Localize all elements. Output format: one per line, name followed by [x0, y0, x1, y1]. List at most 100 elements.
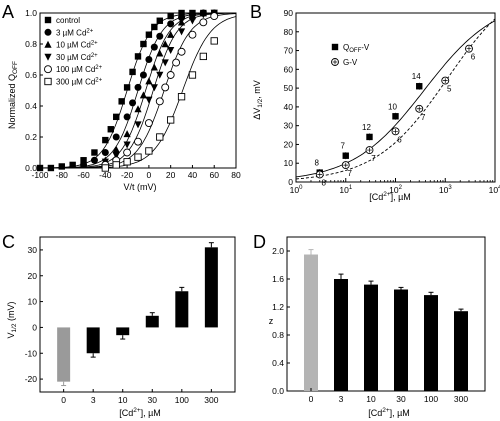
data-point: [69, 161, 76, 169]
legend-label: 30 µM Cd2+: [56, 53, 98, 62]
y-tick-label: 0.4: [272, 358, 284, 368]
legend-label: 100 µM Cd2+: [56, 65, 103, 74]
n-label: 8: [322, 178, 327, 187]
data-point: [167, 116, 175, 124]
legend-label-text: 10 µM Cd: [56, 41, 91, 50]
panel-b-legend: QOFF-VG-V: [331, 43, 370, 67]
x-tick-label: 10: [118, 395, 128, 405]
x-tick-label: 102: [389, 185, 402, 195]
data-point: [91, 149, 98, 156]
data-point: [315, 170, 324, 179]
data-point: [112, 145, 120, 153]
panel-b-frame: [295, 12, 496, 183]
x-tick-label: 80: [231, 170, 241, 180]
x-tick-label: 103: [439, 185, 452, 195]
data-point: [210, 37, 218, 45]
data-point: [90, 156, 98, 164]
marker-cross: [343, 162, 349, 168]
x-tick-label: 100: [290, 185, 303, 195]
data-point: [391, 127, 400, 136]
bar: [145, 315, 159, 328]
legend-marker: [44, 40, 52, 48]
x-tick-label: 20: [166, 170, 176, 180]
legend-label-sup: 2+: [91, 53, 98, 59]
data-point: [167, 12, 174, 20]
fit-curve: [40, 16, 237, 169]
legend-label-text: 300 µM Cd: [56, 78, 95, 87]
panel-c-xlabel-sup: 2+: [133, 407, 141, 414]
legend-label: control: [56, 16, 80, 25]
data-point: [161, 40, 169, 48]
data-point: [145, 96, 153, 104]
y-tick-label: -10: [25, 348, 38, 358]
x-tick-label: 10: [366, 394, 376, 404]
x-tick-label: 60: [209, 170, 219, 180]
data-point: [80, 157, 87, 164]
data-point: [107, 126, 114, 133]
panel-b-xlabel-pre: [Cd: [369, 192, 383, 202]
x-tick-label: -20: [121, 170, 134, 180]
legend-marker: [44, 16, 52, 24]
y-tick-label: 60: [284, 64, 294, 74]
data-point: [167, 47, 175, 54]
panel-c-ylabel-sub: 1/2: [11, 323, 18, 332]
marker-cross: [466, 46, 472, 52]
panel-b-ylabel-sub: 1/2: [257, 98, 264, 107]
legend-label: 300 µM Cd2+: [56, 78, 103, 87]
n-label: 7: [348, 169, 353, 178]
x-tick-label: -40: [99, 170, 112, 180]
n-label: 5: [447, 85, 452, 94]
data-point: [140, 40, 147, 48]
data-point: [134, 53, 142, 60]
bar: [364, 284, 378, 391]
data-point: [178, 9, 185, 17]
y-tick-label: 50: [284, 83, 294, 93]
n-label: 12: [362, 123, 371, 132]
x-tick-exp: 1: [349, 185, 353, 191]
legend-label: 10 µM Cd2+: [56, 41, 98, 50]
data-point: [150, 63, 158, 71]
n-label: 6: [471, 53, 476, 62]
data-point: [156, 49, 164, 57]
series-5: [40, 16, 237, 172]
n-label: 7: [371, 154, 376, 163]
panel-letter-c: C: [2, 232, 15, 252]
data-point: [123, 141, 131, 149]
data-point: [156, 32, 164, 40]
bar: [394, 289, 408, 391]
series-1: 8 7 7 6 7 5 6: [295, 18, 496, 187]
legend-label-sup: 2+: [95, 65, 102, 71]
data-point: [167, 20, 175, 28]
y-tick-label: 0.8: [25, 39, 37, 49]
data-point: [188, 71, 197, 79]
y-tick-label: 30: [284, 121, 294, 131]
x-tick-exp: 3: [448, 185, 452, 191]
data-point: [151, 23, 158, 31]
y-tick-label: 0.6: [25, 70, 37, 80]
bar: [86, 327, 100, 354]
data-point: [101, 164, 109, 172]
x-tick-label: 300: [454, 394, 468, 404]
legend-marker: [44, 65, 52, 74]
y-tick-label: 0: [288, 177, 293, 187]
data-point: [161, 83, 170, 92]
x-tick-label: 0: [147, 170, 152, 180]
panel-c-ylabel: V1/2 (mV): [6, 301, 18, 338]
fit-curve: [295, 18, 496, 180]
x-tick-label: 104: [489, 185, 500, 195]
data-point: [112, 152, 120, 160]
legend-marker: [44, 28, 52, 36]
data-point: [58, 163, 65, 170]
legend-label-text: 30 µM Cd: [56, 53, 91, 62]
bar: [116, 327, 130, 336]
x-tick-base: 10: [339, 185, 349, 195]
data-point: [156, 17, 163, 24]
x-tick-label: 100: [175, 395, 189, 405]
data-point: [199, 52, 207, 61]
data-point: [177, 18, 186, 26]
data-point: [210, 12, 219, 21]
n-label: 8: [315, 159, 320, 168]
panel-c-xlabel: [Cd2+], µM: [119, 407, 161, 418]
panel-d-xlabel-sup: 2+: [382, 407, 390, 414]
